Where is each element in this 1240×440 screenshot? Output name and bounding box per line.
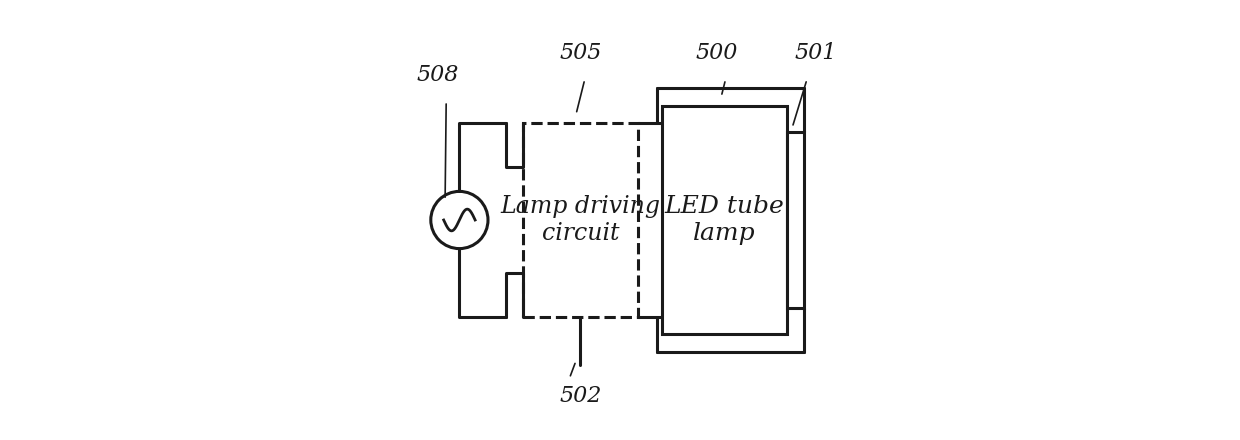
FancyBboxPatch shape [523,123,637,317]
Text: 501: 501 [795,42,837,64]
Text: LED tube
lamp: LED tube lamp [665,195,785,245]
Text: Lamp driving
circuit: Lamp driving circuit [501,195,661,245]
Text: 502: 502 [559,385,601,407]
Text: 508: 508 [417,64,459,86]
FancyBboxPatch shape [662,106,787,334]
FancyBboxPatch shape [787,132,804,308]
Text: 505: 505 [559,42,601,64]
Text: 500: 500 [696,42,738,64]
